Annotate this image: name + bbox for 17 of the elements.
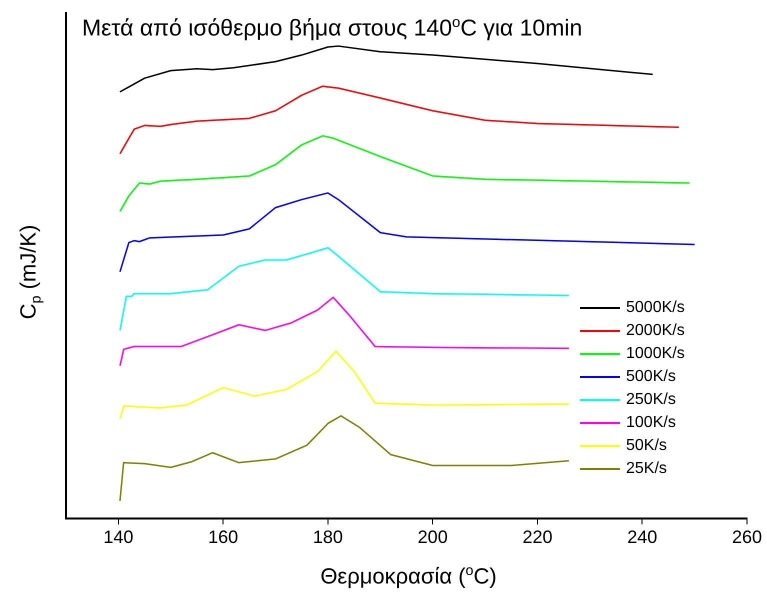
legend-label: 250K/s — [626, 390, 676, 410]
x-tick-label: 200 — [418, 527, 448, 548]
x-tick-label: 140 — [103, 527, 134, 548]
chart-title: Μετά από ισόθερμο βήμα στους 140$^{o}$C για 10min — [82, 14, 582, 42]
x-tick-label: 240 — [627, 527, 658, 548]
x-tick-label: 260 — [732, 527, 762, 548]
x-tick-label: 160 — [208, 527, 238, 548]
x-tick-label: 220 — [522, 527, 552, 548]
legend-label: 25K/s — [626, 459, 667, 479]
x-tick-label: 180 — [312, 527, 343, 548]
legend-label: 100K/s — [626, 413, 676, 433]
legend-label: 5000K/s — [626, 298, 685, 318]
x-axis-title: Θερμοκρασία ($^{o}$C) — [319, 563, 498, 590]
legend-label: 1000K/s — [626, 344, 685, 364]
legend-label: 50K/s — [626, 436, 667, 456]
legend-label: 2000K/s — [626, 321, 685, 341]
legend-label: 500K/s — [626, 367, 676, 387]
